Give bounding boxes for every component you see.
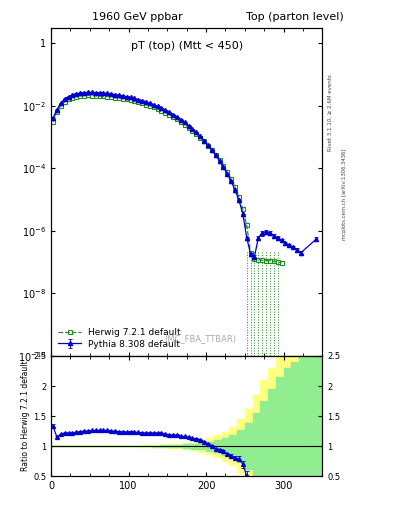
Herwig 7.2.1 default <box>86 92 90 98</box>
Legend: Herwig 7.2.1 default, Pythia 8.308 default: Herwig 7.2.1 default, Pythia 8.308 defau… <box>55 326 184 351</box>
Line: Herwig 7.2.1 default: Herwig 7.2.1 default <box>51 93 284 265</box>
Herwig 7.2.1 default <box>132 98 137 104</box>
Herwig 7.2.1 default <box>113 94 118 100</box>
Text: Top (parton level): Top (parton level) <box>246 11 344 22</box>
Y-axis label: Ratio to Herwig 7.2.1 default: Ratio to Herwig 7.2.1 default <box>21 361 30 472</box>
Herwig 7.2.1 default <box>120 96 125 102</box>
Herwig 7.2.1 default <box>198 135 203 141</box>
Text: pT (top) (Mtt < 450): pT (top) (Mtt < 450) <box>130 41 243 51</box>
Text: Rivet 3.1.10, ≥ 2.6M events: Rivet 3.1.10, ≥ 2.6M events <box>328 74 333 151</box>
Herwig 7.2.1 default <box>128 97 133 103</box>
Text: (MC_FBA_TTBAR): (MC_FBA_TTBAR) <box>164 334 236 343</box>
Herwig 7.2.1 default <box>51 119 55 125</box>
Text: mcplots.cern.ch [arXiv:1306.3436]: mcplots.cern.ch [arXiv:1306.3436] <box>342 149 347 240</box>
Text: 1960 GeV ppbar: 1960 GeV ppbar <box>92 11 182 22</box>
Herwig 7.2.1 default <box>279 260 284 266</box>
Herwig 7.2.1 default <box>93 93 98 99</box>
